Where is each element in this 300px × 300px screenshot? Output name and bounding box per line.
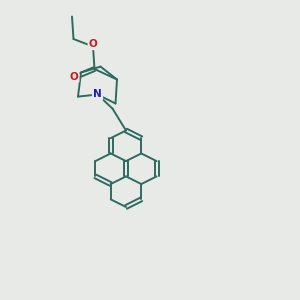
Text: O: O (88, 39, 98, 49)
Text: N: N (93, 89, 102, 100)
Text: O: O (70, 71, 79, 82)
